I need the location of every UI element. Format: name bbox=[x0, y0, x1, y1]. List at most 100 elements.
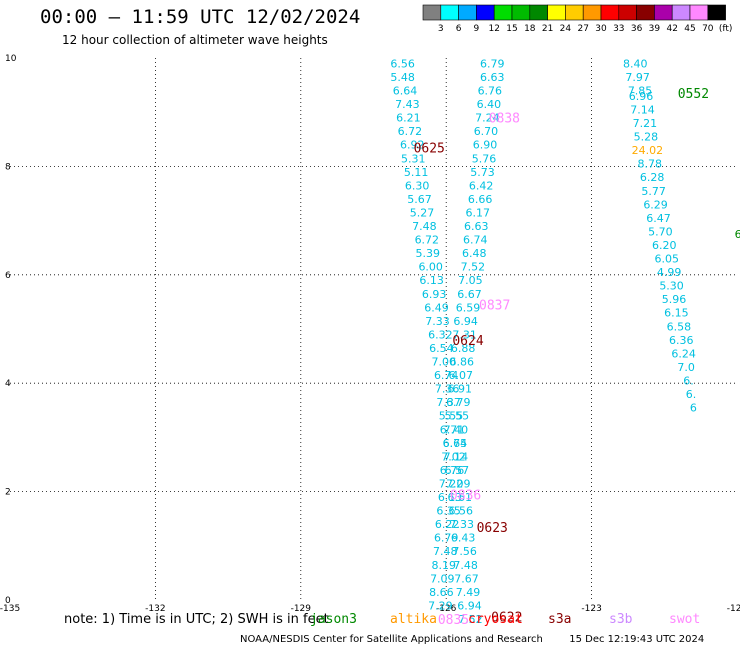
lon-tick-label: -120 bbox=[727, 604, 740, 614]
wave-height-label: 5.73 bbox=[470, 166, 495, 179]
colorbar-label: 3 bbox=[438, 24, 444, 34]
pass-time-label: 0623 bbox=[477, 521, 508, 536]
wave-height-label: 7.33 bbox=[449, 518, 474, 531]
wave-height-label: 6.42 bbox=[469, 179, 494, 192]
pass-time-label: 0552 bbox=[678, 87, 709, 102]
wave-height-label: 6.76 bbox=[440, 464, 465, 477]
footer-timestamp: 15 Dec 12:19:43 UTC 2024 bbox=[569, 634, 705, 645]
wave-height-label: 7.05 bbox=[458, 274, 483, 287]
wave-height-label: 6.70 bbox=[474, 125, 499, 138]
legend-item-cryosat: cryosat bbox=[468, 612, 523, 627]
wave-height-label: 6.94 bbox=[453, 315, 478, 328]
colorbar-label: 70 bbox=[702, 24, 714, 34]
wave-height-label: 7.02 bbox=[441, 450, 466, 463]
legend-item-jason3: jason3 bbox=[310, 612, 357, 627]
wave-height-label: 7.14 bbox=[444, 450, 469, 463]
wave-height-label: 5.31 bbox=[401, 152, 426, 165]
wave-height-label: 7.22 bbox=[439, 477, 464, 490]
wave-height-label: 6.15 bbox=[664, 307, 689, 320]
wave-height-label: 6.05 bbox=[654, 253, 679, 266]
wave-height-label: 6.96 bbox=[629, 90, 654, 103]
colorbar-label: 33 bbox=[613, 24, 624, 34]
wave-height-label: 6.64 bbox=[393, 85, 418, 98]
wave-height-label: 6.21 bbox=[396, 112, 421, 125]
colorbar-label: 15 bbox=[506, 24, 517, 34]
wave-height-label: 6.92 bbox=[400, 139, 425, 152]
wave-height-colorbar: 3 6 9 12 15 18 21 24 27 30 33 36 39 42 45 70 (ft) bbox=[422, 4, 733, 34]
wave-height-label: 6.17 bbox=[465, 206, 490, 219]
wave-height-label: 8.66 bbox=[429, 586, 454, 599]
wave-height-label: 6.76 bbox=[478, 85, 503, 98]
legend-item-altika: altika bbox=[390, 612, 437, 627]
wave-height-label: 6.35 bbox=[436, 505, 461, 518]
footer-credit: NOAA/NESDIS Center for Satellite Applica… bbox=[240, 634, 704, 645]
colorbar-label: 36 bbox=[631, 24, 643, 34]
wave-height-label: 6.22 bbox=[435, 518, 460, 531]
wave-height-label: 6 bbox=[690, 402, 697, 415]
wave-height-label: 6.47 bbox=[646, 212, 671, 225]
pass-time-label: 0835 bbox=[438, 613, 469, 628]
wave-height-label: 6.94 bbox=[457, 599, 482, 612]
colorbar-label: 6 bbox=[456, 24, 462, 34]
wave-height-label: 7.52 bbox=[458, 613, 483, 626]
wave-height-label: 6.74 bbox=[443, 437, 468, 450]
wave-height-label: 5.70 bbox=[648, 225, 673, 238]
colorbar-label: (ft) bbox=[719, 24, 733, 34]
wave-height-label: 6.24 bbox=[671, 347, 696, 360]
pass-time-label: 0836 bbox=[450, 488, 481, 503]
legend-item-swot: swot bbox=[669, 612, 701, 627]
wave-height-label: 6.20 bbox=[652, 239, 677, 252]
lat-tick-label: 10 bbox=[5, 54, 17, 64]
lat-tick-label: 6 bbox=[5, 271, 11, 281]
wave-height-label: 7.48 bbox=[453, 559, 478, 572]
wave-height-label: 4.99 bbox=[657, 266, 682, 279]
wave-height-label: 8.78 bbox=[638, 158, 663, 171]
wave-height-label: 6.13 bbox=[438, 491, 463, 504]
wave-height-label: 7.24 bbox=[475, 112, 500, 125]
wave-height-label: 6.93 bbox=[422, 288, 447, 301]
wave-height-label: 6.00 bbox=[418, 261, 443, 274]
wave-height-label: 7.52 bbox=[461, 261, 486, 274]
wave-height-label: 7.85 bbox=[628, 85, 653, 98]
wave-height-label: 6.13 bbox=[419, 274, 444, 287]
lon-tick-label: -126 bbox=[436, 604, 457, 614]
wave-height-label: 6.65 bbox=[443, 437, 468, 450]
wave-height-label: 6.71 bbox=[440, 423, 465, 436]
wave-height-label: 24.02 bbox=[632, 144, 664, 157]
colorbar-label: 24 bbox=[560, 24, 572, 34]
colorbar-label: 21 bbox=[542, 24, 553, 34]
colorbar-swatch bbox=[707, 4, 726, 21]
legend-item-s3a: s3a bbox=[548, 612, 572, 627]
lon-tick-label: -123 bbox=[581, 604, 601, 614]
wave-height-label: 6.43 bbox=[451, 532, 476, 545]
wave-height-label: 7.29 bbox=[428, 599, 453, 612]
colorbar-label: 42 bbox=[666, 24, 677, 34]
wave-height-label: 6.79 bbox=[434, 532, 459, 545]
wave-height-label: 6.86 bbox=[449, 356, 474, 369]
wave-height-label: 7.40 bbox=[444, 423, 469, 436]
wave-height-label: 8.40 bbox=[623, 57, 648, 70]
wave-height-label: 6.74 bbox=[434, 369, 459, 382]
wave-height-label: 6.88 bbox=[451, 342, 476, 355]
colorbar-label: 39 bbox=[649, 24, 661, 34]
wave-height-label: 6.36 bbox=[669, 334, 694, 347]
wave-height-label: 7.49 bbox=[456, 586, 481, 599]
wave-height-label: 5.55 bbox=[445, 410, 470, 423]
wave-height-label: 6.58 bbox=[667, 320, 692, 333]
legend-item-s3b: s3b bbox=[609, 612, 633, 627]
wave-height-label: 7.48 bbox=[433, 545, 458, 558]
wave-height-label: 5.67 bbox=[407, 193, 432, 206]
wave-height-label: 5.55 bbox=[439, 410, 464, 423]
wave-height-label: 6.59 bbox=[456, 301, 481, 314]
wave-height-label: 7.0 bbox=[677, 361, 695, 374]
wave-height-label: 5.39 bbox=[416, 247, 441, 260]
wave-height-label: 6.54 bbox=[429, 342, 454, 355]
wave-height-label: 7.67 bbox=[454, 572, 479, 585]
lon-tick-label: -132 bbox=[145, 604, 165, 614]
wave-height-label: 6.72 bbox=[415, 234, 440, 247]
wave-height-label: 6.79 bbox=[480, 57, 505, 70]
wave-height-label: 7.09 bbox=[430, 572, 455, 585]
units-note: note: 1) Time is in UTC; 2) SWH is in fe… bbox=[64, 612, 329, 627]
wave-height-label: 8.19 bbox=[432, 559, 457, 572]
